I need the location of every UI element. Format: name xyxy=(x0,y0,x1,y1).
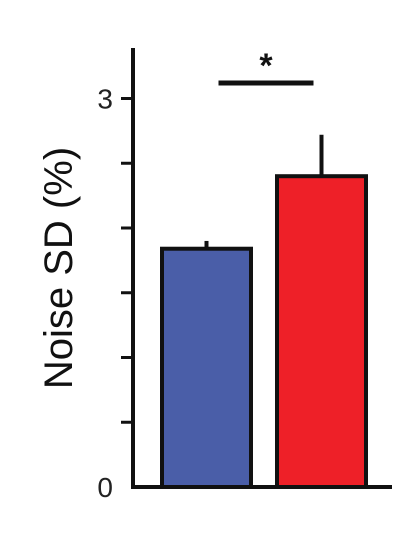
bar-0 xyxy=(160,246,253,489)
y-axis-label: Noise SD (%) xyxy=(37,147,81,389)
bars xyxy=(160,134,368,489)
significance-marker: * xyxy=(218,47,314,86)
bar-1 xyxy=(275,174,368,489)
significance-asterisk: * xyxy=(259,47,273,85)
y-tick-label-0: 0 xyxy=(97,472,113,503)
y-ticks: 03 xyxy=(97,84,133,503)
y-tick-label-3: 3 xyxy=(97,84,113,115)
